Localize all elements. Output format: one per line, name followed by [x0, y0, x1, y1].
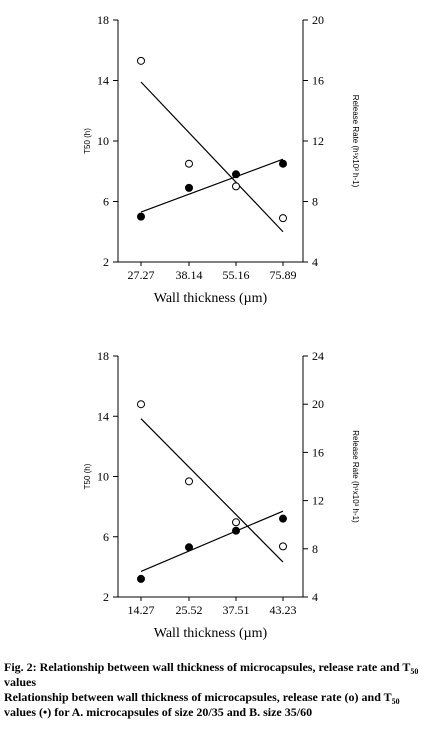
chart2-right-tick-label: 12 [312, 494, 324, 508]
chart2-x-tick-label: 25.52 [176, 603, 203, 617]
chart2-right-tick-label: 16 [312, 445, 324, 459]
chart1-filled-data-point [232, 170, 240, 179]
figure-caption: Fig. 2: Relationship between wall thickn… [4, 660, 434, 720]
chart2-left-tick-label: 2 [103, 590, 109, 604]
chart1-right-tick-label: 12 [312, 134, 324, 148]
chart1-right-tick-label: 16 [312, 74, 324, 88]
chart1-left-tick-label: 2 [103, 255, 109, 269]
caption-description: Relationship between wall thickness of m… [4, 690, 400, 719]
chart1-open-data-point [279, 214, 287, 223]
chart1-right-tick-label: 4 [312, 255, 318, 269]
chart2-filled-data-point [232, 526, 240, 535]
chart2-filled-trend-line [140, 510, 284, 572]
chart2-right-tick-label: 24 [312, 349, 324, 363]
chart2-x-tick-label: 14.27 [128, 603, 155, 617]
chart1-left-tick-label: 10 [97, 134, 109, 148]
chart2-left-tick-label: 10 [97, 470, 109, 484]
chart2-open-data-point [185, 477, 193, 486]
chart2-filled-data-point [279, 514, 287, 523]
chart1-filled-trend-line [140, 158, 284, 213]
chart2-open-data-point [137, 400, 145, 409]
chart1-open-data-point [137, 56, 145, 65]
chart1-right-axis-label: Release Rate (h¹x10³ h-1) [351, 95, 360, 188]
chart1-filled-data-point [279, 159, 287, 168]
chart2-open-data-point [279, 542, 287, 551]
chart2-x-tick-label: 37.51 [223, 603, 250, 617]
chart2-x-tick-label: 43.23 [270, 603, 297, 617]
chart1-filled-data-point [137, 212, 145, 221]
chart1-left-tick-label: 6 [103, 195, 109, 209]
chart2-open-data-point [232, 518, 240, 527]
chart2-right-tick-label: 4 [312, 590, 318, 604]
chart2-left-tick-label: 18 [97, 349, 109, 363]
chart1-left-tick-label: 14 [97, 74, 109, 88]
chart2-right-tick-label: 8 [312, 542, 318, 556]
chart2-filled-data-point [185, 543, 193, 552]
chart1-left-axis-label: T50 (h) [83, 128, 92, 154]
caption-title: Fig. 2: Relationship between wall thickn… [4, 660, 419, 689]
chart2-x-axis-label: Wall thickness (µm) [154, 626, 268, 641]
chart1-open-data-point [232, 182, 240, 191]
chart1-filled-data-point [185, 183, 193, 192]
chart1-x-tick-label: 55.16 [223, 268, 250, 282]
chart1-open-data-point [185, 159, 193, 168]
chart1-x-tick-label: 38.14 [176, 268, 203, 282]
chart2-left-tick-label: 14 [97, 409, 109, 423]
chart1-x-tick-label: 27.27 [128, 268, 155, 282]
chart2-right-axis-label: Release Rate (h¹x10³ h-1) [351, 430, 360, 523]
chart1-open-trend-line [140, 81, 284, 233]
chart1-x-tick-label: 75.89 [270, 268, 297, 282]
chart2-filled-data-point [137, 574, 145, 583]
chart1-x-axis-label: Wall thickness (µm) [154, 291, 268, 306]
chart1-right-tick-label: 8 [312, 195, 318, 209]
chart2-right-tick-label: 20 [312, 397, 324, 411]
chart2-left-tick-label: 6 [103, 530, 109, 544]
chart1-left-tick-label: 18 [97, 13, 109, 27]
chart2-open-trend-line [140, 418, 284, 563]
chart1-right-tick-label: 20 [312, 13, 324, 27]
chart2-left-axis-label: T50 (h) [83, 463, 92, 489]
